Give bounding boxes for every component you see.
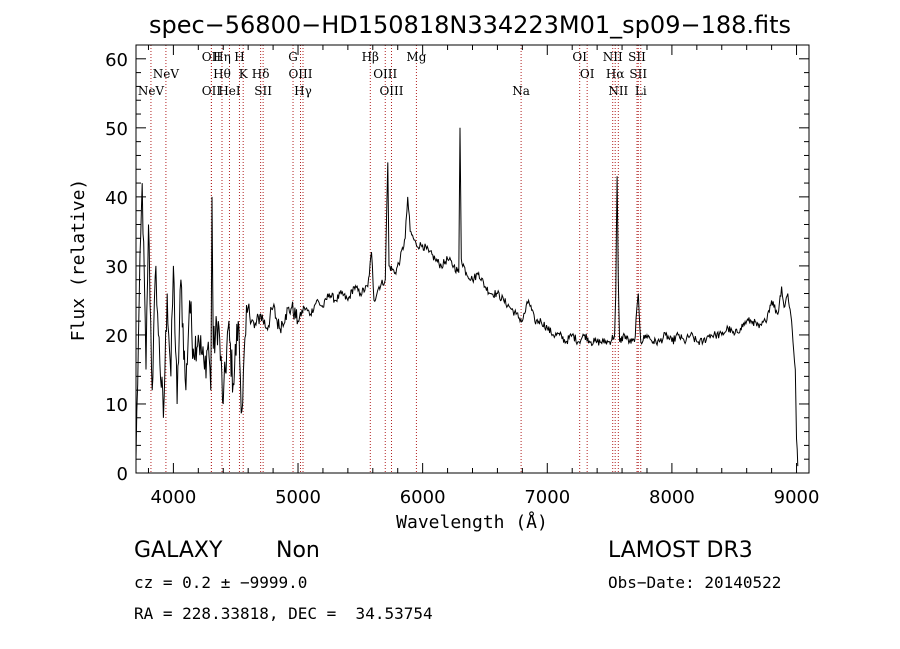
spectral-line-label: HeI [218, 84, 241, 98]
observation-date: Obs−Date: 20140522 [608, 573, 782, 592]
x-tick-label: 5000 [275, 487, 321, 508]
y-tick-label: 50 [105, 119, 128, 140]
x-tick-label: 6000 [400, 487, 446, 508]
y-axis-ticks: 0 10 20 30 40 50 60 [105, 44, 809, 485]
spectral-line-label: Li [635, 84, 647, 98]
spectral-line-label: Hγ [294, 84, 312, 98]
spectral-line-label: SII [628, 50, 646, 64]
x-tick-label: 4000 [150, 487, 196, 508]
x-axis-label: Wavelength (Å) [396, 511, 548, 533]
spectral-line-label: OIII [379, 84, 403, 98]
spectral-line-label: Mg [406, 50, 426, 64]
plot-frame [135, 44, 810, 474]
spectral-line-label: Na [512, 84, 530, 98]
spectral-line-markers [150, 45, 642, 473]
spectral-line-label: Hη [213, 50, 231, 64]
spectral-line-label: SII [629, 67, 647, 81]
object-class: GALAXY [134, 538, 223, 563]
x-tick-label: 9000 [774, 487, 820, 508]
spectral-line-label: SII [254, 84, 272, 98]
spectral-line-label: NII [608, 84, 628, 98]
redshift-text: cz = 0.2 ± −9999.0 [134, 573, 308, 592]
spectral-line-label: NeV [138, 84, 165, 98]
coordinates-text: RA = 228.33818, DEC = 34.53754 [134, 604, 433, 623]
y-tick-label: 0 [117, 464, 128, 485]
y-tick-label: 60 [105, 50, 128, 71]
spectral-line-label: NII [603, 50, 623, 64]
spectral-line-label: Hδ [252, 67, 270, 81]
spectral-line-label: OII [202, 50, 222, 64]
x-axis-ticks: 4000 5000 6000 7000 8000 9000 [147, 45, 820, 508]
survey-name: LAMOST DR3 [608, 538, 753, 563]
y-tick-label: 40 [105, 188, 128, 209]
spectral-line-label: OI [572, 50, 587, 64]
chart-title: spec−56800−HD150818N334223M01_sp09−188.f… [149, 11, 791, 39]
y-tick-label: 20 [105, 326, 128, 347]
spectral-line-label: H [234, 50, 244, 64]
y-tick-label: 10 [105, 395, 128, 416]
spectral-line-label: K [239, 67, 249, 81]
spectral-line-label: G [288, 50, 298, 64]
spectrum-chart: spec−56800−HD150818N334223M01_sp09−188.f… [68, 11, 820, 533]
spectral-line-label: Hβ [362, 50, 379, 64]
y-axis-label: Flux (relative) [68, 179, 89, 342]
spectral-line-label: Hθ [213, 67, 231, 81]
object-subclass: Non [276, 538, 320, 563]
spectral-line-label: Hα [606, 67, 625, 81]
spectral-line-label: OII [202, 84, 222, 98]
x-tick-label: 8000 [649, 487, 695, 508]
spectral-line-label: OIII [288, 67, 312, 81]
spectral-line-label: NeV [153, 67, 180, 81]
y-tick-label: 30 [105, 257, 128, 278]
spectral-line-label: OIII [373, 67, 397, 81]
spectral-line-label: OI [580, 67, 595, 81]
x-tick-label: 7000 [524, 487, 570, 508]
spectrum-series-line [135, 127, 799, 467]
